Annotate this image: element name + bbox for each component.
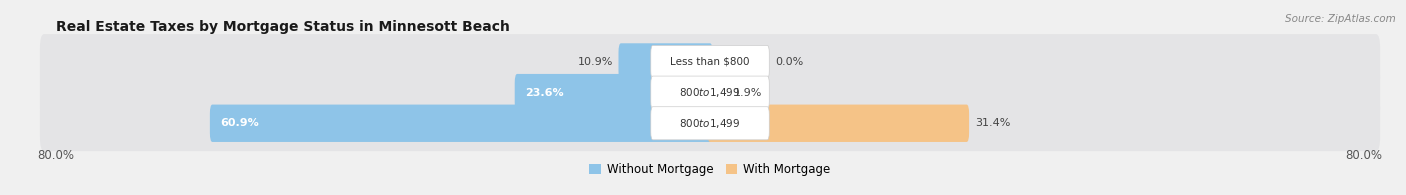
FancyBboxPatch shape <box>651 45 769 79</box>
Text: 60.9%: 60.9% <box>221 118 259 128</box>
FancyBboxPatch shape <box>651 107 769 140</box>
FancyBboxPatch shape <box>619 43 713 81</box>
FancyBboxPatch shape <box>39 65 1381 121</box>
FancyBboxPatch shape <box>39 95 1381 151</box>
FancyBboxPatch shape <box>39 34 1381 90</box>
FancyBboxPatch shape <box>707 74 728 111</box>
Text: $800 to $1,499: $800 to $1,499 <box>679 117 741 130</box>
Legend: Without Mortgage, With Mortgage: Without Mortgage, With Mortgage <box>585 159 835 181</box>
Text: 10.9%: 10.9% <box>578 57 613 67</box>
Text: 31.4%: 31.4% <box>974 118 1010 128</box>
FancyBboxPatch shape <box>707 105 969 142</box>
Text: Less than $800: Less than $800 <box>671 57 749 67</box>
Text: 0.0%: 0.0% <box>776 57 804 67</box>
FancyBboxPatch shape <box>209 105 713 142</box>
Text: $800 to $1,499: $800 to $1,499 <box>679 86 741 99</box>
FancyBboxPatch shape <box>515 74 713 111</box>
Text: Source: ZipAtlas.com: Source: ZipAtlas.com <box>1285 14 1396 24</box>
Text: 1.9%: 1.9% <box>734 88 762 98</box>
Text: Real Estate Taxes by Mortgage Status in Minnesott Beach: Real Estate Taxes by Mortgage Status in … <box>56 20 510 34</box>
FancyBboxPatch shape <box>651 76 769 109</box>
Text: 23.6%: 23.6% <box>526 88 564 98</box>
